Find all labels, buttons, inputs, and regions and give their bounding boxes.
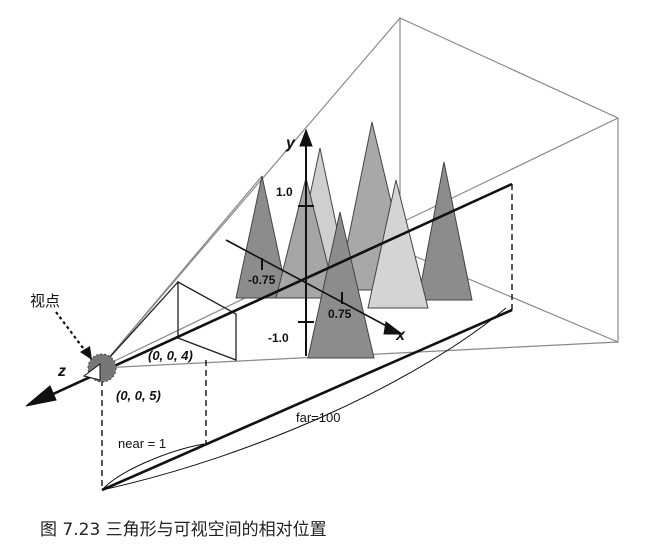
tick-label-y-pos: 1.0: [276, 185, 293, 199]
triangle-front: [307, 211, 375, 359]
z-axis: [39, 182, 513, 402]
z-axis-arrow: [25, 385, 57, 407]
near-point-label: (0, 0, 4): [148, 348, 193, 363]
tick-label-x-pos: 0.75: [328, 307, 352, 321]
x-axis: [225, 239, 395, 331]
x-axis-arrow: [383, 321, 404, 335]
tick-label-x-neg: -0.75: [248, 273, 276, 287]
near-label: near = 1: [118, 436, 166, 451]
eye-point-label: (0, 0, 5): [116, 388, 161, 403]
far-baseline: [101, 308, 513, 492]
triangles: [235, 121, 473, 359]
far-plane: [399, 17, 619, 343]
frustum-edge-upper: [99, 175, 263, 369]
far-label: far=100: [296, 410, 340, 425]
near-brace: [101, 443, 205, 491]
y-axis-arrow: [299, 128, 313, 147]
view-frustum-diagram: 视点 y x z 1.0 -1.0 -0.75 0.75 (0, 0, 4) (…: [25, 17, 619, 492]
viewpoint-pointer: [55, 311, 92, 360]
tick-label-y-neg: -1.0: [268, 331, 289, 345]
y-axis-label: y: [285, 135, 296, 152]
triangle-right-back: [417, 161, 473, 301]
near-plane: [99, 280, 237, 369]
x-axis-label: x: [395, 327, 406, 344]
far-brace: [101, 307, 507, 491]
figure-caption: 图 7.23 三角形与可视空间的相对位置: [40, 520, 327, 540]
eye-cone-icon: [82, 363, 101, 381]
z-axis-label: z: [57, 363, 66, 380]
depth-guides: [101, 184, 513, 492]
viewpoint-label: 视点: [30, 293, 60, 310]
eye: [82, 353, 117, 383]
axes: [25, 128, 513, 407]
